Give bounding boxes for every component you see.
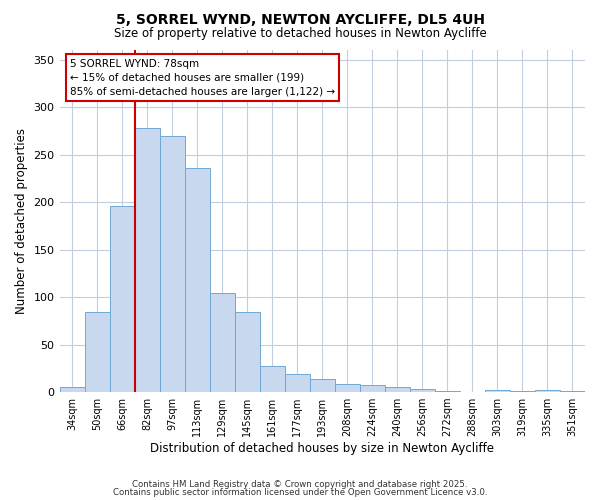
Bar	[385, 388, 410, 392]
Text: 5, SORREL WYND, NEWTON AYCLIFFE, DL5 4UH: 5, SORREL WYND, NEWTON AYCLIFFE, DL5 4UH	[115, 12, 485, 26]
X-axis label: Distribution of detached houses by size in Newton Aycliffe: Distribution of detached houses by size …	[150, 442, 494, 455]
Bar	[59, 388, 85, 392]
Bar	[134, 128, 160, 392]
Bar	[110, 206, 134, 392]
Bar	[435, 391, 460, 392]
Bar	[335, 384, 360, 392]
Bar	[410, 389, 435, 392]
Bar	[535, 390, 560, 392]
Bar	[85, 312, 110, 392]
Bar	[209, 294, 235, 392]
Bar	[310, 379, 335, 392]
Y-axis label: Number of detached properties: Number of detached properties	[15, 128, 28, 314]
Text: Size of property relative to detached houses in Newton Aycliffe: Size of property relative to detached ho…	[113, 28, 487, 40]
Text: 5 SORREL WYND: 78sqm
← 15% of detached houses are smaller (199)
85% of semi-deta: 5 SORREL WYND: 78sqm ← 15% of detached h…	[70, 58, 335, 96]
Bar	[235, 312, 260, 392]
Bar	[485, 390, 510, 392]
Bar	[285, 374, 310, 392]
Bar	[260, 366, 285, 392]
Text: Contains public sector information licensed under the Open Government Licence v3: Contains public sector information licen…	[113, 488, 487, 497]
Bar	[160, 136, 185, 392]
Bar	[510, 391, 535, 392]
Text: Contains HM Land Registry data © Crown copyright and database right 2025.: Contains HM Land Registry data © Crown c…	[132, 480, 468, 489]
Bar	[360, 386, 385, 392]
Bar	[185, 168, 209, 392]
Bar	[560, 391, 585, 392]
